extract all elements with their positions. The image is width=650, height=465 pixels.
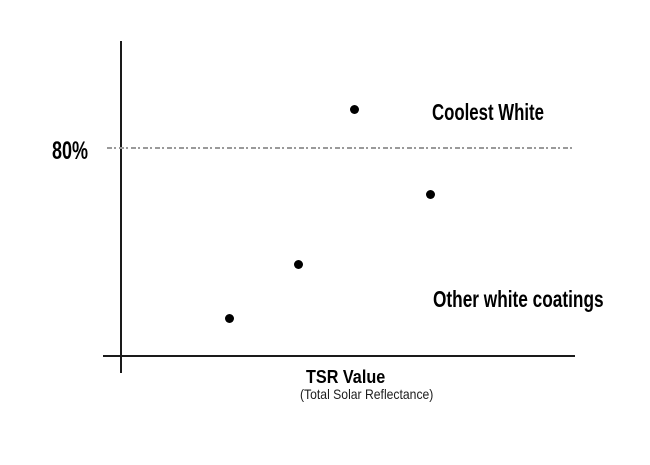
other-white-coatings-annotation: Other white coatings	[433, 286, 604, 312]
data-point	[224, 313, 234, 323]
data-point	[425, 189, 435, 199]
coolest-white-annotation: Coolest White	[432, 99, 544, 125]
threshold-80-label: 80%	[52, 137, 89, 165]
x-axis-title: TSR Value	[306, 367, 386, 387]
x-axis-subtitle: (Total Solar Reflectance)	[300, 386, 434, 402]
y-axis-line	[120, 41, 122, 373]
data-point	[349, 104, 359, 114]
data-point	[293, 259, 303, 269]
x-axis-line	[103, 355, 575, 357]
threshold-80-line	[107, 147, 575, 149]
